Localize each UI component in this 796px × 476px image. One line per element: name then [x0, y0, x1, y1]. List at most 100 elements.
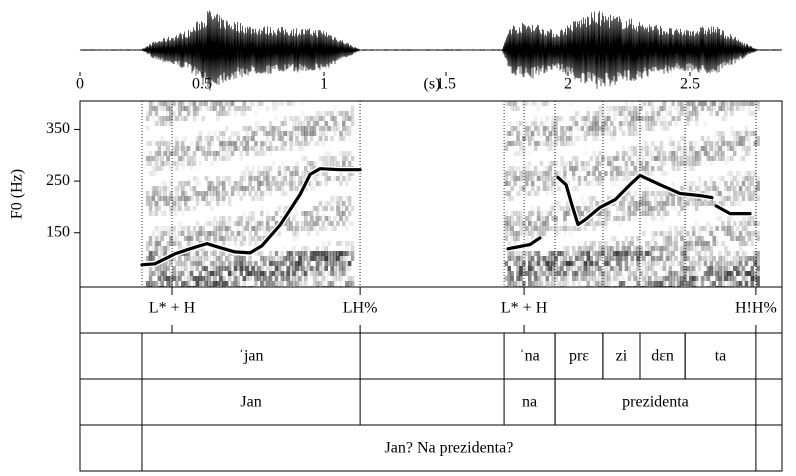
spectrogram-cell — [277, 166, 282, 171]
spectrogram-cell — [260, 151, 264, 156]
spectrogram-cell — [686, 156, 690, 161]
spectrogram-cell — [289, 266, 293, 271]
spectrogram-cell — [633, 256, 637, 261]
spectrogram-cell — [721, 256, 725, 261]
spectrogram-cell — [636, 246, 640, 251]
spectrogram-cell — [618, 216, 623, 221]
spectrogram-cell — [154, 111, 159, 116]
spectrogram-cell — [344, 216, 349, 221]
spectrogram-cell — [642, 196, 646, 201]
spectrogram-cell — [169, 241, 173, 246]
spectrogram-cell — [216, 276, 220, 281]
spectrogram-cell — [648, 211, 652, 216]
spectrogram-cell — [756, 281, 760, 286]
spectrogram-cell — [753, 281, 757, 286]
spectrogram-cell — [659, 116, 664, 121]
spectrogram-cell — [727, 261, 731, 266]
spectrogram-cell — [624, 161, 629, 166]
spectrogram-cell — [639, 166, 643, 171]
spectrogram-cell — [536, 226, 541, 231]
spectrogram-cell — [724, 106, 728, 111]
spectrogram-cell — [694, 186, 699, 191]
f0-contour — [140, 167, 752, 267]
spectrogram-cell — [207, 191, 211, 196]
spectrogram-cell — [204, 236, 208, 241]
spectrogram-cell — [691, 246, 696, 251]
spectrogram-cell — [507, 191, 511, 196]
spectrogram-cell — [207, 141, 211, 146]
spectrogram-cell — [592, 126, 596, 131]
spectrogram-cell — [741, 106, 746, 111]
spectrogram-cell — [609, 161, 614, 166]
spectrogram-cell — [694, 196, 699, 201]
spectrogram-cell — [186, 161, 191, 166]
spectrogram-cell — [350, 206, 355, 211]
spectrogram-cell — [318, 266, 323, 271]
spectrogram-cell — [347, 111, 352, 116]
spectrogram-cell — [181, 146, 185, 151]
interval-label: ˈjan — [239, 348, 264, 365]
spectrogram-cell — [157, 166, 162, 171]
spectrogram-cell — [222, 216, 226, 221]
spectrogram-cell — [706, 141, 711, 146]
spectrogram-cell — [548, 281, 552, 286]
spectrogram-cell — [741, 221, 746, 226]
spectrogram-cell — [260, 266, 264, 271]
spectrogram-cell — [525, 216, 529, 221]
spectrogram-cell — [239, 216, 244, 221]
spectrogram-cell — [166, 266, 170, 271]
spectrogram-cell — [724, 266, 728, 271]
spectrogram-cell — [301, 156, 305, 161]
spectrogram-cell — [542, 181, 547, 186]
spectrogram-cell — [633, 191, 637, 196]
spectrogram-cell — [257, 236, 261, 241]
spectrogram-cell — [744, 101, 749, 106]
spectrogram-cell — [175, 166, 179, 171]
spectrogram-cell — [674, 166, 678, 171]
spectrogram-cell — [738, 236, 743, 241]
spectrogram-cell — [347, 176, 352, 181]
spectrogram-cell — [172, 196, 176, 201]
spectrogram-cell — [145, 281, 150, 286]
spectrogram-cell — [189, 196, 194, 201]
spectrogram-cell — [709, 106, 714, 111]
spectrogram-cell — [169, 116, 173, 121]
spectrogram-cell — [557, 136, 561, 141]
spectrogram-cell — [519, 226, 523, 231]
spectrogram-cell — [157, 276, 162, 281]
spectrogram-cell — [189, 241, 194, 246]
spectrogram-cell — [195, 181, 200, 186]
spectrogram-cell — [330, 271, 334, 276]
spectrogram-cell — [691, 281, 696, 286]
spectrogram-cell — [172, 271, 176, 276]
point-label: H!H% — [735, 300, 777, 317]
spectrogram-cell — [633, 106, 637, 111]
spectrogram-cell — [595, 201, 599, 206]
spectrogram-cell — [583, 116, 588, 121]
spectrogram-cell — [604, 271, 608, 276]
spectrogram-cell — [163, 206, 167, 211]
spectrogram-cell — [674, 116, 678, 121]
spectrogram-cell — [154, 161, 159, 166]
spectrogram-cell — [650, 101, 655, 106]
spectrogram-cell — [154, 266, 159, 271]
spectrogram-cell — [542, 231, 547, 236]
spectrogram-cell — [303, 266, 308, 271]
spectrogram-cell — [604, 116, 608, 121]
spectrogram-cell — [330, 281, 334, 286]
spectrogram-cell — [504, 221, 509, 226]
spectrogram-cell — [744, 241, 749, 246]
spectrogram-cell — [186, 256, 191, 261]
spectrogram-cell — [624, 106, 629, 111]
spectrogram-cell — [668, 256, 673, 261]
spectrogram-cell — [178, 226, 182, 231]
spectrogram-cell — [560, 166, 564, 171]
spectrogram-cell — [618, 266, 623, 271]
spectrogram-cell — [271, 261, 276, 266]
spectrogram-cell — [732, 256, 737, 261]
spectrogram-cell — [198, 146, 203, 151]
spectrogram-cell — [336, 271, 340, 276]
spectrogram-cell — [204, 106, 208, 111]
spectrogram-cell — [527, 231, 532, 236]
spectrogram-cell — [571, 121, 576, 126]
